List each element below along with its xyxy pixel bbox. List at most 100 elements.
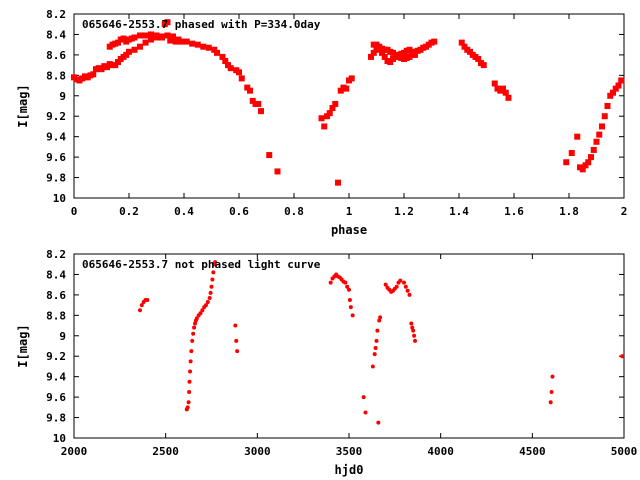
phased-data-point bbox=[164, 19, 171, 26]
unphased-y-tick-label: 8.6 bbox=[46, 289, 66, 302]
unphased-data-point bbox=[373, 346, 378, 351]
phased-data-point bbox=[348, 75, 355, 82]
phased-data-point bbox=[324, 113, 330, 120]
phased-x-tick-label: 1.8 bbox=[559, 205, 579, 218]
phased-data-point bbox=[467, 48, 473, 55]
unphased-data-point bbox=[190, 338, 195, 343]
phased-data-point bbox=[104, 64, 110, 71]
phased-data-point bbox=[368, 53, 374, 60]
unphased-data-point bbox=[403, 284, 408, 289]
unphased-data-point bbox=[383, 282, 388, 287]
phased-data-point bbox=[412, 51, 418, 58]
unphased-data-point bbox=[407, 292, 412, 297]
phased-data-point bbox=[480, 62, 487, 69]
phased-x-tick-label: 2 bbox=[621, 205, 628, 218]
phased-data-point bbox=[214, 49, 220, 56]
unphased-x-tick-label: 2500 bbox=[152, 445, 179, 458]
phased-data-point bbox=[409, 48, 416, 55]
phased-data-point bbox=[329, 105, 336, 112]
unphased-chart-title: 065646-2553.7 not phased light curve bbox=[82, 258, 321, 271]
phased-data-point bbox=[159, 34, 165, 41]
unphased-data-point bbox=[187, 379, 192, 384]
phased-data-point bbox=[170, 33, 176, 40]
phased-data-point bbox=[574, 133, 581, 140]
phased-data-point bbox=[610, 89, 616, 96]
unphased-y-tick-label: 9.6 bbox=[46, 391, 66, 404]
unphased-data-point bbox=[620, 354, 625, 359]
phased-x-tick-label: 0 bbox=[71, 205, 78, 218]
phased-y-tick-label: 10 bbox=[53, 192, 66, 205]
unphased-x-axis-label: hjd0 bbox=[335, 463, 364, 477]
phased-data-point bbox=[219, 53, 226, 60]
phased-data-point bbox=[370, 49, 377, 56]
phased-data-point bbox=[585, 159, 592, 166]
phased-data-point bbox=[582, 162, 589, 169]
phased-data-point bbox=[461, 43, 468, 50]
unphased-y-tick-label: 9.8 bbox=[46, 412, 66, 425]
phased-data-point bbox=[590, 146, 597, 153]
unphased-y-tick-label: 8.8 bbox=[46, 309, 66, 322]
phased-data-point bbox=[126, 48, 132, 55]
unphased-data-point bbox=[208, 290, 213, 295]
phased-data-point bbox=[599, 123, 605, 130]
phased-data-point bbox=[615, 82, 622, 89]
unphased-x-tick-label: 2000 bbox=[61, 445, 88, 458]
unphased-data-point bbox=[209, 284, 214, 289]
phased-light-curve-panel: 0 0.2 0.4 0.6 0.8 1 1.2 1.4 1.6 1.8 2 8.2 8.4 8.6 8.8 9… bbox=[16, 8, 627, 237]
phased-data-point bbox=[211, 46, 218, 53]
phased-x-tick-label: 0.8 bbox=[284, 205, 304, 218]
phased-data-point bbox=[255, 100, 262, 107]
phased-data-point bbox=[579, 166, 586, 173]
unphased-x-tick-label: 3000 bbox=[244, 445, 271, 458]
unphased-data-point bbox=[185, 405, 190, 410]
phased-data-point bbox=[189, 40, 196, 47]
phased-x-tick-label: 1.4 bbox=[449, 205, 469, 218]
phased-data-point bbox=[376, 43, 383, 50]
unphased-data-point bbox=[139, 303, 144, 308]
unphased-data-point bbox=[377, 318, 382, 323]
phased-data-point bbox=[500, 85, 506, 92]
phased-data-point bbox=[596, 131, 603, 138]
phased-data-point bbox=[343, 85, 350, 92]
phased-data-point bbox=[137, 32, 143, 39]
phased-data-point bbox=[247, 87, 253, 94]
phased-data-point bbox=[236, 69, 242, 76]
phased-y-tick-label: 9.4 bbox=[46, 131, 66, 144]
phased-data-point bbox=[123, 51, 130, 58]
phased-data-point bbox=[618, 77, 625, 84]
phased-x-tick-label: 1.2 bbox=[394, 205, 414, 218]
unphased-x-tick-label: 4000 bbox=[427, 445, 454, 458]
phased-y-tick-label: 9 bbox=[59, 90, 66, 103]
unphased-data-point bbox=[194, 316, 199, 321]
unphased-data-point bbox=[234, 338, 239, 343]
unphased-data-point bbox=[363, 410, 368, 415]
unphased-data-point bbox=[394, 284, 399, 289]
unphased-y-tick-label: 8.2 bbox=[46, 248, 66, 261]
phased-data-point bbox=[98, 66, 105, 73]
unphased-data-point bbox=[550, 374, 555, 379]
unphased-data-point bbox=[343, 280, 348, 285]
phased-data-point bbox=[431, 38, 438, 45]
phased-data-point bbox=[227, 65, 234, 72]
phased-data-point bbox=[238, 75, 245, 82]
phased-data-point bbox=[601, 113, 608, 120]
unphased-x-tick-label: 5000 bbox=[611, 445, 638, 458]
unphased-data-point bbox=[549, 390, 554, 394]
unphased-data-point bbox=[192, 325, 197, 330]
phased-data-point bbox=[337, 87, 344, 94]
unphased-y-tick-label: 10 bbox=[53, 432, 66, 445]
phased-data-point bbox=[321, 123, 328, 130]
phased-data-point bbox=[90, 71, 97, 78]
phased-data-point bbox=[593, 138, 600, 145]
phased-x-tick-label: 0.4 bbox=[174, 205, 194, 218]
phased-data-point bbox=[258, 108, 264, 115]
unphased-data-point bbox=[409, 321, 414, 326]
unphased-data-point bbox=[410, 325, 415, 330]
phased-plot-frame bbox=[73, 13, 625, 199]
phased-data-point bbox=[178, 38, 185, 45]
phased-data-point bbox=[332, 100, 339, 107]
phased-data-point bbox=[387, 59, 394, 66]
unphased-light-curve-panel: 2000 2500 3000 3500 4000 4500 5000 8.2 8.4 8.6 8.8… bbox=[16, 248, 637, 477]
phased-data-point bbox=[142, 39, 149, 46]
